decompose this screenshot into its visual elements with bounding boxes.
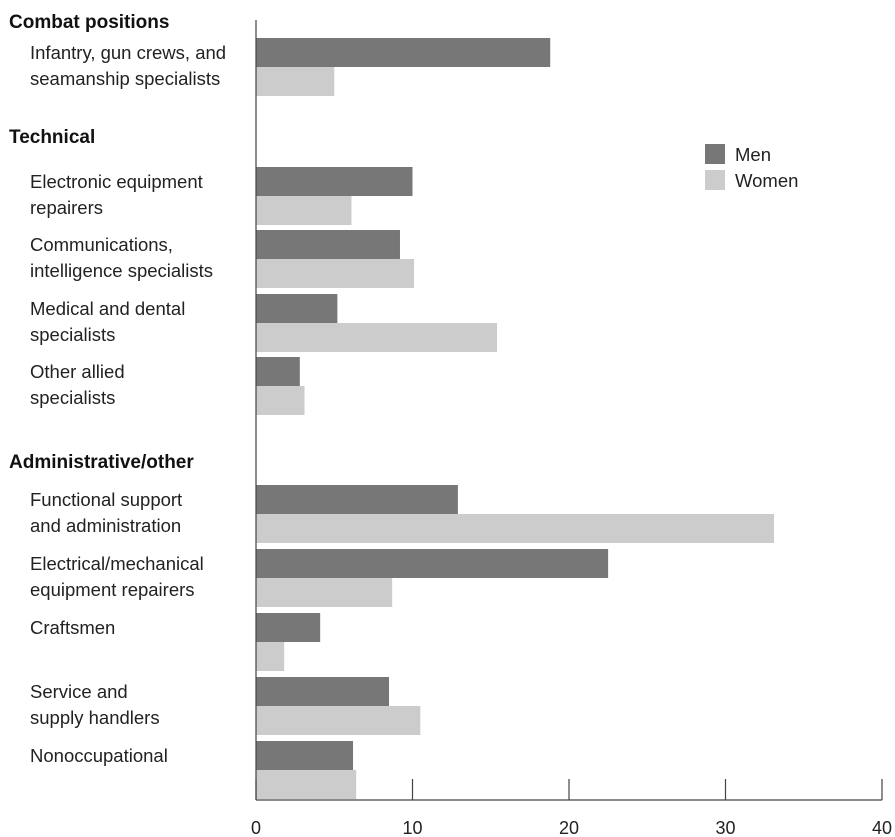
category-label: Electronic equipment <box>30 171 203 192</box>
group-title: Administrative/other <box>9 452 194 473</box>
category-label: and administration <box>30 515 181 536</box>
bar-women <box>256 67 335 96</box>
x-tick-label: 20 <box>559 818 579 837</box>
bar-men <box>256 613 321 642</box>
group-title: Combat positions <box>9 12 169 33</box>
bar-women <box>256 196 352 225</box>
category-label: Service and <box>30 681 128 702</box>
bar-women <box>256 642 285 671</box>
bar-men <box>256 230 400 259</box>
category-label: Nonoccupational <box>30 745 168 766</box>
x-axis: 0 10 20 30 40 <box>251 20 892 837</box>
group-title: Technical <box>9 127 95 148</box>
legend-swatch-women <box>705 170 725 190</box>
bar-women <box>256 259 415 288</box>
category-label: Communications, <box>30 234 173 255</box>
x-tick-label: 40 <box>872 818 892 837</box>
bar-women <box>256 706 421 735</box>
x-ticks: 0 10 20 30 40 <box>251 779 892 837</box>
category-label: Functional support <box>30 489 182 510</box>
bar-women <box>256 578 393 607</box>
category-label: supply handlers <box>30 707 160 728</box>
bar-men <box>256 485 458 514</box>
bar-women <box>256 514 775 543</box>
x-tick-label: 10 <box>402 818 422 837</box>
category-label: specialists <box>30 387 115 408</box>
category-label: seamanship specialists <box>30 68 220 89</box>
category-label: Craftsmen <box>30 617 115 638</box>
legend-label-women: Women <box>735 170 798 191</box>
legend-label-men: Men <box>735 144 771 165</box>
bar-women <box>256 770 357 799</box>
group-titles: Combat positions Technical Administrative/… <box>9 12 194 473</box>
category-label: intelligence specialists <box>30 260 213 281</box>
bar-women <box>256 386 305 415</box>
category-label: Other allied <box>30 361 125 382</box>
bar-men <box>256 38 551 67</box>
category-labels: Infantry, gun crews, and seamanship speci… <box>30 42 226 766</box>
bar-men <box>256 677 390 706</box>
x-tick-label: 30 <box>715 818 735 837</box>
category-label: Medical and dental <box>30 298 185 319</box>
bar-men <box>256 357 300 386</box>
legend: Men Women <box>705 144 798 191</box>
bar-men <box>256 167 413 196</box>
legend-swatch-men <box>705 144 725 164</box>
bar-men <box>256 294 338 323</box>
x-tick-label: 0 <box>251 818 261 837</box>
category-label: equipment repairers <box>30 579 195 600</box>
bar-men <box>256 549 609 578</box>
bar-men <box>256 741 354 770</box>
bar-women <box>256 323 498 352</box>
bars <box>256 38 775 799</box>
category-label: Electrical/mechanical <box>30 553 204 574</box>
category-label: repairers <box>30 197 103 218</box>
category-label: Infantry, gun crews, and <box>30 42 226 63</box>
category-label: specialists <box>30 324 115 345</box>
